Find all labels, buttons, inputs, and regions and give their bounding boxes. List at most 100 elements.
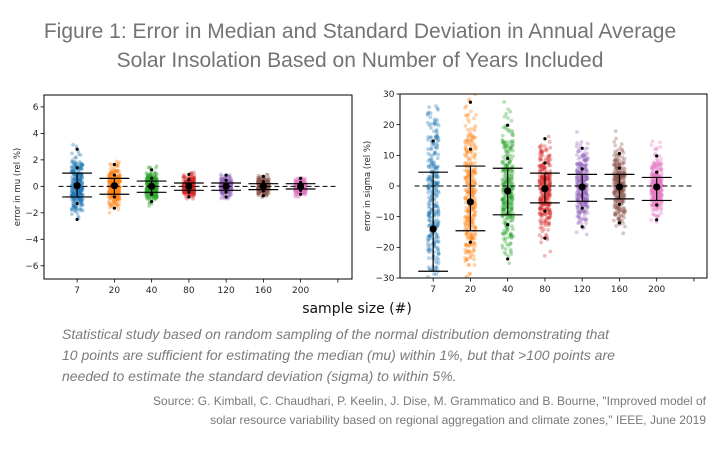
scatter-point	[507, 149, 512, 154]
scatter-point	[507, 171, 512, 176]
x-tick-label: 160	[255, 286, 272, 296]
scatter-point	[429, 158, 434, 163]
scatter-point	[293, 191, 298, 196]
source-line-2: solar resource variability based on regi…	[210, 413, 706, 427]
scatter-point	[152, 193, 157, 198]
scatter-point	[500, 214, 505, 219]
scatter-point	[427, 177, 432, 181]
scatter-point	[144, 196, 149, 201]
scatter-point	[465, 139, 470, 143]
scatter-point	[257, 177, 262, 182]
scatter-point	[302, 190, 307, 195]
scatter-point	[472, 196, 477, 200]
x-tick-label: 200	[648, 285, 665, 295]
scatter-point	[546, 177, 551, 182]
scatter-point	[468, 255, 473, 260]
scatter-point	[471, 135, 476, 139]
scatter-point	[69, 190, 74, 195]
percentile-marker	[187, 190, 191, 194]
scatter-point	[510, 182, 515, 186]
scatter-point	[503, 169, 508, 174]
scatter-point	[436, 235, 441, 240]
scatter-point	[117, 197, 122, 202]
scatter-point	[189, 192, 194, 197]
scatter-point	[471, 135, 476, 140]
scatter-point	[256, 191, 261, 196]
scatter-point	[472, 181, 477, 186]
scatter-point	[79, 173, 84, 178]
scatter-point	[145, 187, 150, 192]
scatter-point	[112, 200, 117, 205]
scatter-point	[472, 116, 476, 121]
scatter-point	[293, 194, 298, 198]
scatter-point	[508, 145, 513, 150]
scatter-point	[108, 174, 113, 178]
scatter-point	[427, 218, 432, 222]
scatter-point	[145, 181, 150, 186]
scatter-point	[468, 250, 473, 254]
scatter-point	[537, 211, 542, 215]
scatter-point	[79, 199, 84, 203]
scatter-point	[510, 128, 515, 133]
scatter-point	[116, 174, 121, 179]
scatter-point	[428, 166, 433, 170]
scatter-point	[302, 176, 306, 181]
scatter-point	[73, 204, 78, 209]
scatter-point	[426, 158, 431, 163]
scatter-point	[436, 107, 440, 112]
scatter-point	[548, 157, 553, 162]
scatter-point	[428, 223, 432, 227]
scatter-point	[303, 184, 308, 189]
scatter-point	[428, 198, 432, 203]
scatter-point	[433, 193, 438, 198]
scatter-point	[433, 258, 438, 262]
scatter-point	[74, 206, 79, 211]
scatter-point	[539, 143, 544, 148]
scatter-point	[429, 147, 434, 152]
scatter-point	[191, 177, 196, 182]
scatter-point	[107, 179, 112, 183]
scatter-point	[509, 235, 514, 240]
scatter-point	[73, 205, 77, 210]
scatter-point	[539, 240, 544, 245]
scatter-point	[113, 169, 117, 173]
scatter-point	[510, 218, 515, 223]
scatter-point	[154, 188, 158, 193]
scatter-point	[471, 249, 476, 254]
scatter-point	[540, 206, 545, 211]
scatter-point	[181, 190, 186, 195]
scatter-point	[541, 165, 546, 169]
scatter-point	[71, 159, 75, 164]
scatter-point	[583, 217, 588, 222]
scatter-point	[191, 177, 196, 182]
scatter-point	[117, 189, 122, 193]
scatter-point	[506, 243, 511, 248]
scatter-point	[153, 197, 158, 202]
scatter-point	[500, 197, 505, 202]
percentile-marker	[75, 147, 79, 151]
scatter-point	[107, 189, 111, 194]
scatter-point	[301, 192, 306, 196]
scatter-point	[153, 187, 158, 192]
scatter-point	[107, 210, 112, 215]
scatter-point	[302, 189, 307, 194]
scatter-point	[505, 227, 510, 232]
scatter-point	[502, 207, 506, 212]
scatter-point	[612, 191, 617, 196]
scatter-point	[73, 192, 77, 197]
scatter-point	[434, 172, 439, 176]
scatter-point	[116, 190, 121, 195]
scatter-point	[473, 179, 477, 184]
scatter-point	[467, 176, 472, 181]
source-line-1: Source: G. Kimball, C. Chaudhari, P. Kee…	[153, 394, 706, 408]
scatter-point	[503, 203, 508, 207]
scatter-point	[257, 176, 262, 181]
scatter-point	[70, 188, 75, 193]
scatter-point	[542, 144, 547, 149]
scatter-point	[426, 265, 431, 270]
scatter-point	[471, 213, 476, 218]
scatter-point	[258, 177, 263, 182]
scatter-point	[117, 172, 122, 177]
scatter-point	[191, 182, 196, 187]
